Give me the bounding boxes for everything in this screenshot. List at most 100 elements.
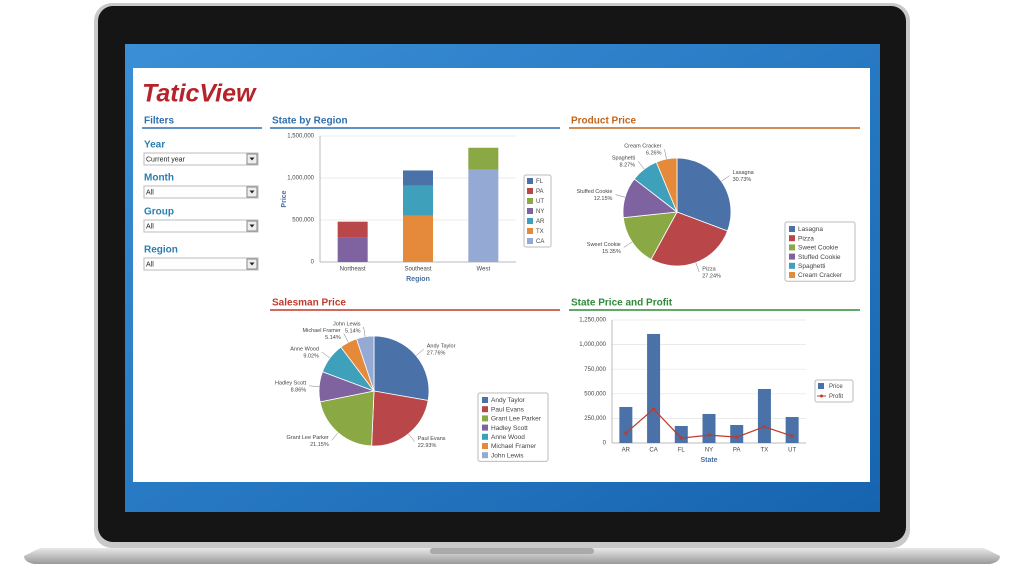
legend-swatch-marker xyxy=(820,394,823,398)
filter-dropdown[interactable]: All xyxy=(143,257,259,271)
slice-value-label: 30.73% xyxy=(733,177,752,183)
legend-swatch xyxy=(482,424,488,431)
leader-line xyxy=(321,351,331,359)
legend-label: CA xyxy=(536,239,544,245)
filter-dropdown[interactable]: All xyxy=(143,219,259,233)
leader-line xyxy=(343,333,349,343)
y-tick-label: 500,000 xyxy=(292,218,314,224)
slice-value-label: 27.24% xyxy=(702,273,721,279)
x-tick-label: TX xyxy=(761,448,769,454)
leader-line xyxy=(363,326,366,337)
leader-line xyxy=(415,348,424,356)
slice-value-label: 27.76% xyxy=(427,351,446,357)
x-tick-label: Southeast xyxy=(404,267,431,273)
x-tick-label: AR xyxy=(622,448,631,454)
slice-label: Anne Wood xyxy=(290,347,319,353)
laptop-base xyxy=(24,548,1000,564)
y-axis-label: Price xyxy=(281,190,288,207)
filter-label: Region xyxy=(144,245,178,256)
y-tick-label: 1,500,000 xyxy=(287,134,314,140)
legend-swatch xyxy=(527,238,533,244)
y-tick-label: 1,000,000 xyxy=(287,176,314,182)
slice-label: Michael Framer xyxy=(303,328,341,334)
line-marker xyxy=(790,434,794,438)
slice-value-label: 21.15% xyxy=(310,442,329,448)
slice-value-label: 5.14% xyxy=(345,328,361,334)
slice-label: Andy Taylor xyxy=(427,344,456,350)
y-tick-label: 1,250,000 xyxy=(579,318,606,324)
legend-swatch xyxy=(527,178,533,184)
chart-panel: Product PriceLasagna30.73%Pizza27.24%Swe… xyxy=(569,116,860,282)
line-marker xyxy=(679,436,683,440)
legend-swatch xyxy=(482,452,488,459)
legend-swatch xyxy=(789,235,795,242)
slice-label: Sweet Cookie xyxy=(587,242,621,248)
charts: State by Region 0 500,000 1,000,000 1,500,00… xyxy=(270,116,860,464)
x-tick-label: NY xyxy=(705,448,713,454)
filter-dropdown[interactable]: Current year xyxy=(143,152,259,166)
dropdown-value: All xyxy=(146,261,154,268)
legend-label: Stuffed Cookie xyxy=(798,254,841,261)
leader-line xyxy=(664,149,667,160)
pie-slice xyxy=(371,390,429,447)
legend-swatch xyxy=(789,253,795,260)
slice-label: Stuffed Cookie xyxy=(576,189,612,195)
x-tick-label: UT xyxy=(788,448,796,454)
dropdown-value: Current year xyxy=(146,156,186,163)
legend-swatch xyxy=(527,228,533,234)
dropdown-box xyxy=(143,257,259,271)
dropdown-box xyxy=(143,219,259,233)
filters-title: Filters xyxy=(144,116,174,127)
leader-line xyxy=(615,194,626,198)
legend-label: Profit xyxy=(829,394,843,400)
chart-title: State by Region xyxy=(272,116,348,127)
legend-label: Hadley Scott xyxy=(491,425,528,432)
bar-segment xyxy=(337,237,368,262)
legend-swatch xyxy=(482,397,488,403)
legend-swatch xyxy=(482,406,488,413)
bar xyxy=(785,417,799,443)
leader-line xyxy=(331,432,339,441)
y-tick-label: 250,000 xyxy=(584,416,606,422)
legend-label: John Lewis xyxy=(491,452,524,459)
legend-swatch xyxy=(789,272,795,278)
legend-label: NY xyxy=(536,209,544,215)
legend-label: Michael Framer xyxy=(491,443,537,450)
y-tick-label: 0 xyxy=(311,260,315,266)
dropdown-arrow xyxy=(249,157,255,161)
x-tick-label: FL xyxy=(678,448,686,454)
slice-value-label: 12.15% xyxy=(594,196,613,202)
slice-label: Hadley Scott xyxy=(275,380,307,386)
slice-label: Pizza xyxy=(702,266,716,272)
dropdown-box xyxy=(143,152,259,166)
legend-label: Pizza xyxy=(798,235,814,242)
filter-dropdown[interactable]: All xyxy=(143,185,259,199)
legend-label: Grant Lee Parker xyxy=(491,416,542,423)
slice-label: Cream Cracker xyxy=(624,144,661,150)
legend-label: Lasagna xyxy=(798,226,823,233)
slice-label: Paul Evans xyxy=(418,436,446,442)
pie-slice xyxy=(373,335,430,401)
filter-label: Year xyxy=(144,140,165,151)
slice-value-label: 15.35% xyxy=(602,249,621,255)
line-marker xyxy=(762,425,767,429)
x-axis-label: Region xyxy=(406,276,430,283)
legend-swatch xyxy=(789,226,795,232)
legend-label: TX xyxy=(536,229,544,235)
leader-line xyxy=(623,241,633,248)
filter-label: Group xyxy=(144,207,174,218)
legend-label: Cream Cracker xyxy=(798,272,843,279)
slice-value-label: 8.86% xyxy=(291,387,307,393)
x-axis-label: State xyxy=(700,457,717,464)
slice-value-label: 8.27% xyxy=(619,163,635,169)
dropdown-box xyxy=(143,185,259,199)
x-tick-label: PA xyxy=(733,448,741,454)
dropdown-arrow xyxy=(249,262,255,266)
bar-segment xyxy=(468,169,499,262)
bar-segment xyxy=(403,185,433,216)
legend-swatch xyxy=(527,188,533,194)
leader-line xyxy=(408,433,415,442)
dropdown-value: All xyxy=(146,189,154,196)
